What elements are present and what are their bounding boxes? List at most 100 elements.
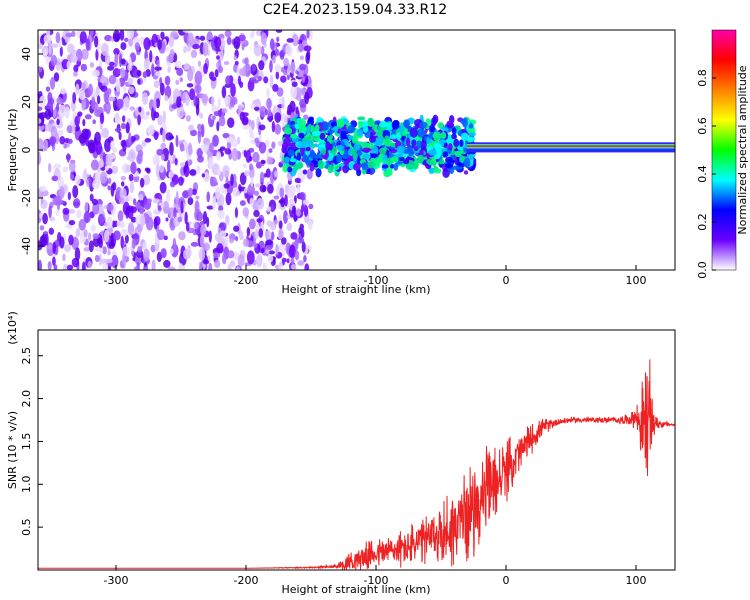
snr-x-label: Height of straight line (km) [281,583,430,596]
spectrogram-cell [137,114,141,126]
spectrogram-cell [183,45,187,54]
spectrogram-cell [197,155,204,163]
spectrogram-cell [62,263,68,270]
spectrogram-cell [217,97,221,111]
spectrogram-cell [114,128,122,133]
spectrogram-cell [303,255,307,263]
spectrogram-cell [243,238,250,248]
snr-x-tick-label: -300 [104,574,129,587]
spectrogram-cell [43,139,49,152]
colorbar-tick-label: 0.2 [696,213,709,231]
spectrogram-cell [245,149,252,163]
spectrogram-cell [291,205,297,214]
spectrogram-cell [242,163,248,169]
colorbar-tick-label: 0.8 [696,69,709,87]
spectrogram-cell [54,195,62,206]
spectrogram-cell [149,50,153,63]
spectrogram-cell [156,59,160,68]
spectrogram-cell [248,163,254,171]
spectrogram-cell [83,247,91,252]
snr-panel: -300 -200 -100 0 100 0.5 1.0 1.5 2.0 2.5 Height … [6,311,676,596]
spectrogram-cell [327,129,335,134]
spectrogram-cell [186,44,192,52]
spectrogram-cell [62,166,69,173]
spectrogram-cell [335,154,342,164]
spectrogram-cell [107,265,112,270]
spectrogram-cell [251,63,257,72]
spectrogram-cell [233,36,241,50]
spectrogram-cell [175,79,180,85]
spectrogram-cell [313,161,320,168]
spectrogram-cell [329,134,334,140]
spectrogram-cell [155,71,161,77]
spectrogram-cell [197,60,202,67]
spectrogram-cell [58,185,65,200]
spectrogram-cell [108,74,117,85]
spectrogram-cell [118,131,122,141]
spectrogram-cell [87,260,93,269]
spectrogram-cell [122,253,126,266]
spectrogram-cell [284,156,290,164]
spectrogram-cell [253,106,260,111]
spectrogram-cell [108,61,115,67]
spectrogram-cell [219,230,227,238]
spectrogram-cell [67,43,75,54]
spectrogram-cell [214,69,219,78]
spectrogram-cell [253,209,260,218]
spectrogram-cell [271,121,276,133]
spectrogram-cell [162,200,170,214]
spectrogram-cell [362,153,371,160]
spectrogram-cell [185,221,190,232]
spectrogram-cell [226,141,232,150]
spectrogram-cell [267,183,274,194]
spectrogram-cell [315,167,322,178]
spectrogram-cell [64,106,70,119]
spectrogram-cell [278,228,284,240]
spectrogram-cell [468,123,474,129]
spectrogram-cell [143,58,150,70]
spectrogram-cell [305,52,310,65]
spectrogram-cell [286,258,290,264]
spectrogram-cell [396,132,401,141]
spectrogram-cell [129,106,136,111]
spectrogram-cell [112,30,121,43]
spectrogram-cell [408,149,414,157]
spectrogram-cell [239,200,246,206]
spectrogram-cell [69,173,74,181]
spectrogram-cell [131,238,136,249]
spectrogram-cell [103,90,110,104]
spectrogram-cell [301,241,306,253]
spectrogram-cell [153,215,161,226]
spectrogram-cell [135,201,141,211]
spectrogram-cell [284,127,293,135]
colorbar-ticks: 0.0 0.2 0.4 0.6 0.8 [696,69,716,279]
spectrogram-cell [357,116,366,121]
colorbar-label: Normalized spectral amplitude [736,65,749,234]
spectrogram-cell [39,212,43,219]
spectrogram-cell [255,183,261,188]
spectrogram-cell [137,245,143,253]
spectrogram-cell [70,55,78,63]
spectrogram-cell [99,77,106,84]
spectrogram-cell [143,248,150,262]
spectrogram-cell [427,161,436,166]
spectrogram-cell [94,254,100,263]
spectrogram-cell [224,30,232,38]
spectrogram-cell [247,184,256,196]
spectrogram-cell [258,141,267,154]
spectrogram-cell [283,57,290,67]
snr-y-tick-label: 0.5 [20,518,33,536]
spectrogram-cell [50,76,56,90]
spectrogram-cell [39,225,45,231]
spectrogram-cell [121,115,126,123]
spectrogram-cell [226,36,232,45]
spectrogram-cell [81,81,87,91]
spectrogram-cell [190,49,198,59]
spectrogram-cell [253,43,262,57]
spectrogram-cell [167,66,171,73]
spectrogram-cell [280,112,288,127]
spectrogram-cell [164,75,171,86]
spectrogram-y-tick-label: -40 [20,237,33,255]
spectrogram-cell [273,195,280,200]
